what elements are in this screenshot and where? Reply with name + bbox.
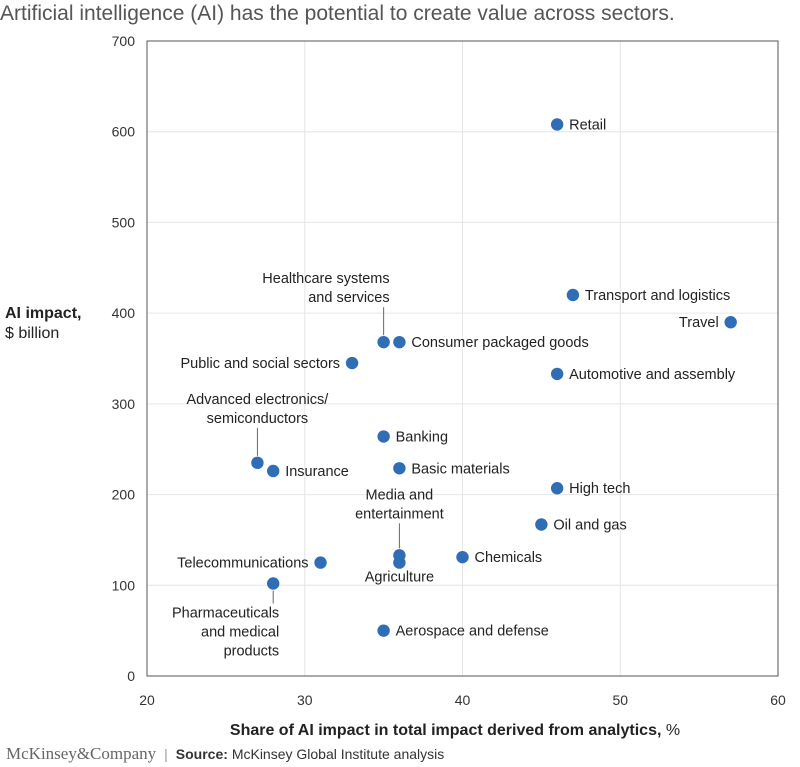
point-layer <box>251 118 737 637</box>
data-point <box>393 335 406 349</box>
x-tick-label: 20 <box>139 692 155 708</box>
y-tick-label: 400 <box>112 305 136 321</box>
point-label-line: Healthcare systems <box>262 271 389 287</box>
point-label: High tech <box>569 481 630 497</box>
point-label-line: Advanced electronics/ <box>186 392 329 408</box>
data-point <box>566 288 580 302</box>
chart-title: Artificial intelligence (AI) has the pot… <box>0 2 675 25</box>
x-tick-label: 30 <box>297 692 313 708</box>
plot-frame <box>146 40 779 677</box>
point-label-line: Media and <box>366 487 434 503</box>
y-axis-label-unit: $ billion <box>5 325 60 342</box>
point-label: Retail <box>569 117 606 133</box>
source-text: McKinsey Global Institute analysis <box>231 746 445 762</box>
data-point <box>267 577 280 590</box>
point-label: Aerospace and defense <box>396 624 549 640</box>
point-label: Chemicals <box>475 550 543 566</box>
data-point <box>251 456 264 470</box>
data-point <box>393 462 406 475</box>
x-axis-label-unit: % <box>665 722 681 739</box>
y-tick-label: 700 <box>112 33 136 49</box>
x-axis-label-main: Share of AI impact in total impact deriv… <box>229 722 662 739</box>
point-label: Consumer packaged goods <box>411 335 588 351</box>
data-point <box>345 356 359 370</box>
y-tick-label: 100 <box>112 577 136 593</box>
tick-layer: 0 100 200 300 400 500 600 700 20 30 40 50 60 <box>112 33 786 708</box>
data-point <box>724 316 737 329</box>
x-axis-label: Share of AI impact in total impact deriv… <box>0 722 800 740</box>
y-tick-label: 300 <box>112 396 136 412</box>
data-point <box>550 482 564 495</box>
data-point <box>456 550 469 564</box>
data-point <box>550 367 564 381</box>
point-label-line: products <box>224 643 280 659</box>
point-label: Automotive and assembly <box>569 367 736 383</box>
data-point <box>377 335 390 349</box>
data-point <box>550 118 564 131</box>
data-point <box>377 624 390 637</box>
data-point <box>377 430 390 443</box>
point-label: Telecommunications <box>177 556 308 572</box>
point-label-line: and medical <box>201 624 279 640</box>
label-layer: Retail Transport and logistics Travel Healt… <box>172 117 736 659</box>
footer-separator: | <box>164 746 168 762</box>
point-label: Oil and gas <box>553 518 626 534</box>
point-label: Healthcare systems and services <box>262 271 389 306</box>
point-label-line: Agriculture <box>365 570 434 586</box>
x-tick-label: 40 <box>455 692 471 708</box>
point-label-line: entertainment <box>355 506 444 522</box>
data-point <box>535 518 548 531</box>
point-label-line: and services <box>308 290 389 306</box>
point-label-line: semiconductors <box>207 411 309 427</box>
source-label: Source: <box>175 746 228 762</box>
x-tick-label: 60 <box>770 692 786 708</box>
point-label: Advanced electronics/semiconductors <box>186 392 329 427</box>
y-tick-label: 600 <box>112 124 136 140</box>
point-label: Pharmaceuticals and medical products <box>172 605 279 659</box>
point-label: Banking <box>396 430 448 446</box>
data-point <box>314 556 327 569</box>
point-label: Transport and logistics <box>585 288 730 304</box>
y-tick-label: 500 <box>112 214 136 230</box>
point-label: Public and social sectors <box>180 356 340 372</box>
point-label: Insurance <box>285 464 349 480</box>
point-label-line: Pharmaceuticals <box>172 605 279 621</box>
leader-layer <box>256 307 400 604</box>
point-label: Agriculture <box>365 570 434 586</box>
y-tick-label: 0 <box>127 668 135 684</box>
y-tick-label: 200 <box>112 487 136 503</box>
point-label: Travel <box>679 315 719 331</box>
point-label: Media and entertainment <box>355 487 444 522</box>
brand-logo: McKinsey&Company <box>6 744 157 763</box>
x-tick-label: 50 <box>612 692 628 708</box>
data-point <box>393 556 406 569</box>
y-axis-label: AI impact, $ billion <box>5 304 81 344</box>
grid-layer <box>147 41 778 676</box>
data-point <box>267 464 280 478</box>
y-axis-label-main: AI impact, <box>5 305 82 322</box>
point-label: Basic materials <box>411 461 509 477</box>
footer: McKinsey&Company | Source: McKinsey Global… <box>6 744 444 764</box>
